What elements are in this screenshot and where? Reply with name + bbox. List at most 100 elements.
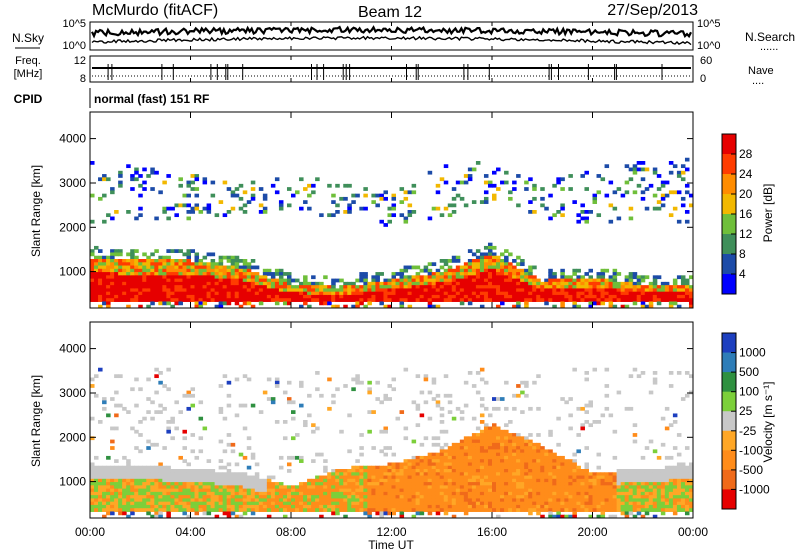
- power-cell: [194, 275, 200, 280]
- velocity-cell: [496, 475, 501, 480]
- power-cell: [492, 170, 497, 175]
- velocity-cell: [524, 501, 529, 506]
- velocity-cell: [584, 495, 589, 499]
- power-cell: [684, 278, 690, 283]
- velocity-cell: [604, 384, 610, 388]
- velocity-cell: [524, 469, 529, 473]
- velocity-cell: [500, 478, 505, 483]
- power-cell: [190, 187, 196, 191]
- velocity-cell: [668, 472, 674, 477]
- power-cell: [299, 291, 304, 296]
- velocity-cell: [307, 478, 312, 483]
- velocity-cell: [584, 410, 589, 414]
- velocity-cell: [114, 485, 119, 490]
- velocity-cell: [154, 442, 159, 447]
- velocity-cell: [198, 504, 204, 509]
- power-cell: [463, 272, 469, 276]
- velocity-cell: [118, 465, 123, 470]
- power-cell: [648, 285, 654, 289]
- velocity-cell: [516, 498, 521, 503]
- power-cell: [174, 298, 179, 302]
- power-cell: [640, 301, 646, 306]
- power-cell: [471, 167, 477, 172]
- power-cell: [463, 281, 469, 286]
- velocity-cell: [122, 488, 127, 493]
- velocity-cell: [110, 446, 115, 450]
- power-cell: [415, 281, 421, 286]
- power-cell: [640, 291, 646, 296]
- power-cell: [146, 262, 151, 267]
- velocity-cell: [443, 498, 449, 503]
- velocity-cell: [560, 478, 565, 483]
- power-cell: [648, 304, 654, 309]
- velocity-cell: [431, 377, 437, 382]
- velocity-cell: [568, 514, 573, 519]
- velocity-cell: [668, 455, 674, 460]
- velocity-cell: [644, 446, 650, 450]
- velocity-cell: [644, 498, 650, 503]
- velocity-cell: [600, 514, 606, 519]
- velocity-cell: [198, 469, 204, 473]
- power-cell: [286, 187, 292, 191]
- colorbar-tick-label: 28: [739, 147, 753, 161]
- velocity-cell: [371, 465, 376, 470]
- power-cell: [387, 304, 392, 309]
- velocity-cell: [162, 384, 167, 388]
- velocity-cell: [355, 472, 360, 477]
- velocity-cell: [483, 501, 489, 506]
- power-cell: [644, 304, 650, 309]
- power-cell: [158, 285, 163, 289]
- velocity-cell: [351, 475, 356, 480]
- velocity-cell: [146, 495, 151, 499]
- velocity-cell: [500, 504, 505, 509]
- velocity-cell: [391, 488, 397, 493]
- power-cell: [492, 294, 497, 299]
- velocity-cell: [250, 501, 256, 506]
- velocity-cell: [544, 485, 549, 490]
- power-cell: [467, 288, 473, 293]
- power-cell: [668, 190, 674, 195]
- velocity-cell: [528, 501, 533, 506]
- velocity-cell: [202, 488, 208, 493]
- velocity-cell: [508, 436, 513, 441]
- power-cell: [118, 275, 123, 280]
- velocity-cell: [415, 455, 421, 460]
- velocity-cell: [202, 504, 208, 509]
- power-cell: [451, 288, 457, 293]
- power-cell: [122, 291, 127, 296]
- power-cell: [106, 294, 111, 299]
- velocity-cell: [600, 488, 606, 493]
- velocity-cell: [504, 488, 509, 493]
- velocity-cell: [347, 478, 352, 483]
- velocity-cell: [375, 380, 380, 385]
- velocity-cell: [182, 482, 187, 486]
- power-cell: [516, 301, 521, 306]
- velocity-cell: [158, 462, 163, 467]
- velocity-cell: [516, 446, 521, 450]
- velocity-cell: [431, 485, 437, 490]
- power-cell: [656, 291, 662, 296]
- velocity-cell: [90, 469, 95, 473]
- velocity-cell: [186, 393, 191, 398]
- power-cell: [391, 298, 397, 302]
- power-cell: [512, 275, 517, 280]
- velocity-cell: [427, 455, 433, 460]
- velocity-cell: [238, 491, 244, 496]
- velocity-cell: [479, 498, 485, 503]
- power-cell: [500, 278, 505, 283]
- velocity-cell: [150, 469, 155, 473]
- velocity-cell: [311, 488, 316, 493]
- velocity-cell: [146, 485, 151, 490]
- power-cell: [355, 288, 360, 293]
- velocity-cell: [584, 371, 589, 375]
- velocity-cell: [238, 504, 244, 509]
- velocity-cell: [483, 508, 489, 512]
- power-cell: [548, 216, 553, 221]
- power-cell: [90, 265, 95, 270]
- power-cell: [560, 278, 565, 283]
- power-cell: [487, 275, 493, 280]
- velocity-cell: [463, 439, 469, 444]
- power-cell: [303, 187, 308, 191]
- velocity-cell: [202, 485, 208, 490]
- velocity-cell: [548, 475, 553, 480]
